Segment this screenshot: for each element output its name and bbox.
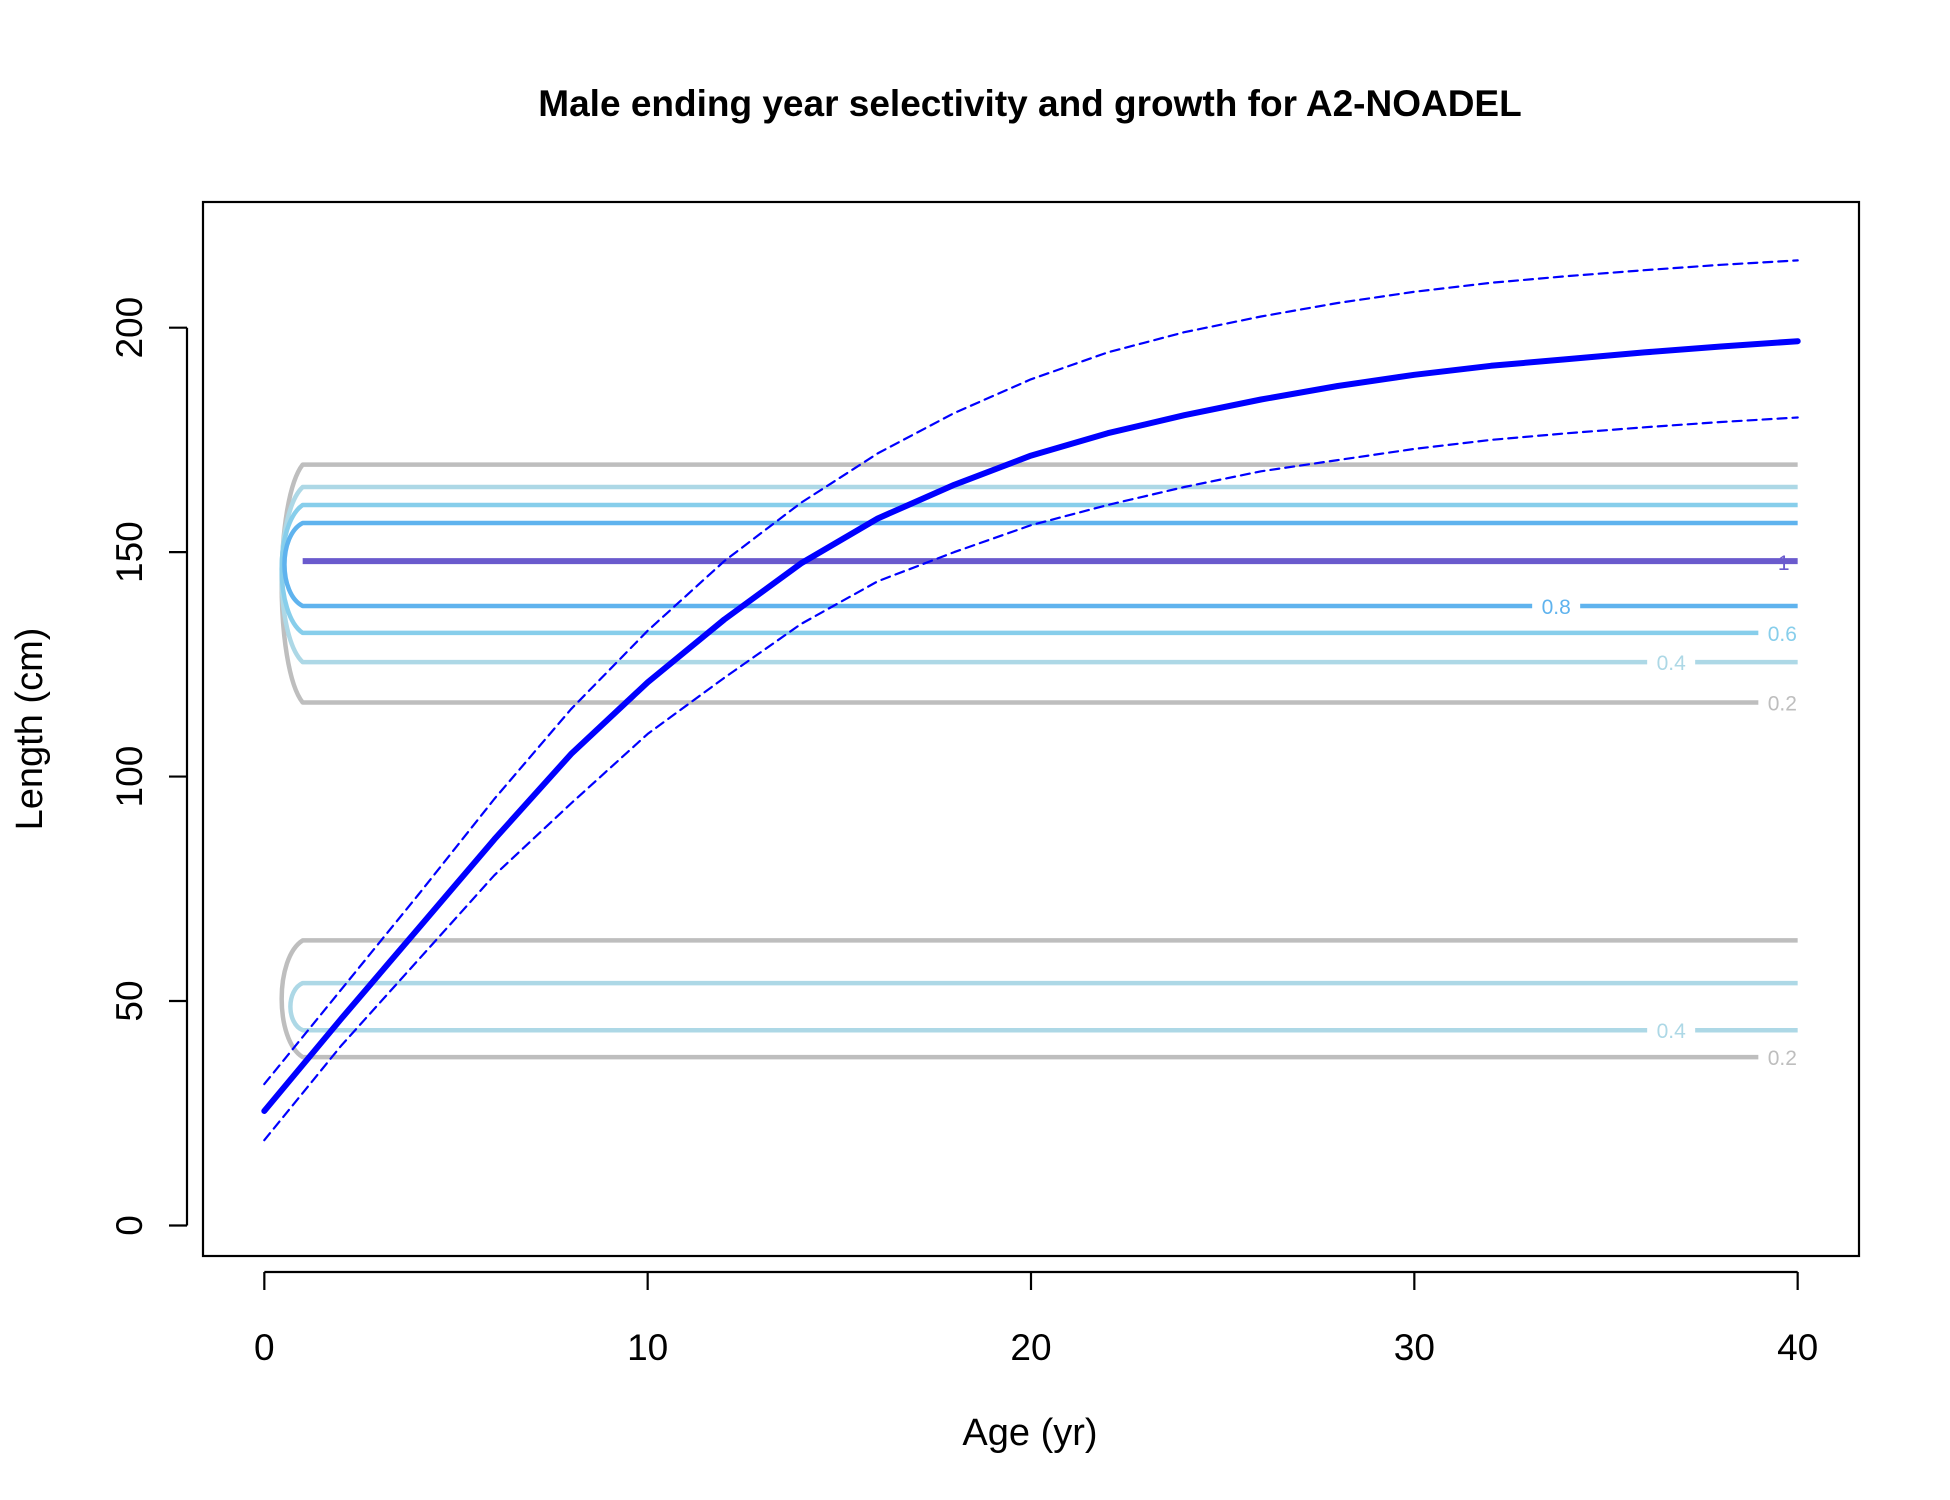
contour-label-5: 0.4 — [1657, 1020, 1687, 1043]
y-tick-label-200: 200 — [109, 297, 150, 359]
contour-label-gap-0 — [1758, 690, 1807, 715]
selectivity-contours: 0.2 0.4 0.6 0.8 0.2 0.4 1 — [279, 462, 1807, 1070]
contour-label-4: 0.2 — [1768, 1047, 1797, 1070]
y-tick-label-0: 0 — [109, 1215, 150, 1236]
y-tick-label-50: 50 — [109, 980, 150, 1021]
x-tick-label-10: 10 — [627, 1327, 668, 1368]
contour-line-1 — [279, 484, 1798, 665]
peak-contour-label: 1 — [1778, 552, 1790, 575]
x-tick-label-20: 20 — [1010, 1327, 1051, 1368]
x-axis: 0 10 20 30 40 — [254, 1270, 1818, 1368]
contour-label-gap-2 — [1758, 620, 1807, 645]
contour-label-gap-4 — [1758, 1045, 1807, 1070]
contour-label-gap-1 — [1647, 650, 1696, 675]
lower-interval-line — [263, 416, 1799, 1142]
mean-growth-line — [261, 338, 1801, 1114]
x-tick-label-40: 40 — [1777, 1327, 1818, 1368]
contour-line-3 — [282, 520, 1798, 609]
y-tick-label-100: 100 — [109, 746, 150, 808]
y-axis-label: Length (cm) — [9, 628, 51, 831]
contour-label-3: 0.8 — [1542, 596, 1571, 619]
contour-line-5 — [288, 980, 1798, 1033]
contour-label-1: 0.4 — [1657, 652, 1687, 675]
contour-line-0 — [279, 462, 1798, 705]
contour-label-gap-5 — [1647, 1018, 1696, 1043]
x-axis-label: Age (yr) — [962, 1412, 1097, 1454]
upper-interval-line — [263, 259, 1799, 1086]
growth-series — [261, 259, 1801, 1142]
contour-label-2: 0.6 — [1768, 623, 1797, 646]
chart-title: Male ending year selectivity and growth … — [538, 83, 1521, 124]
contour-label-0: 0.2 — [1768, 693, 1797, 716]
contour-line-4 — [279, 938, 1798, 1060]
plot-frame — [201, 200, 1861, 1258]
y-axis: 0 50 100 150 200 — [109, 297, 189, 1236]
x-tick-label-0: 0 — [254, 1327, 275, 1368]
contour-line-2 — [279, 502, 1798, 636]
x-tick-label-30: 30 — [1394, 1327, 1435, 1368]
y-tick-label-150: 150 — [109, 521, 150, 583]
contour-label-gap-3 — [1532, 594, 1581, 619]
